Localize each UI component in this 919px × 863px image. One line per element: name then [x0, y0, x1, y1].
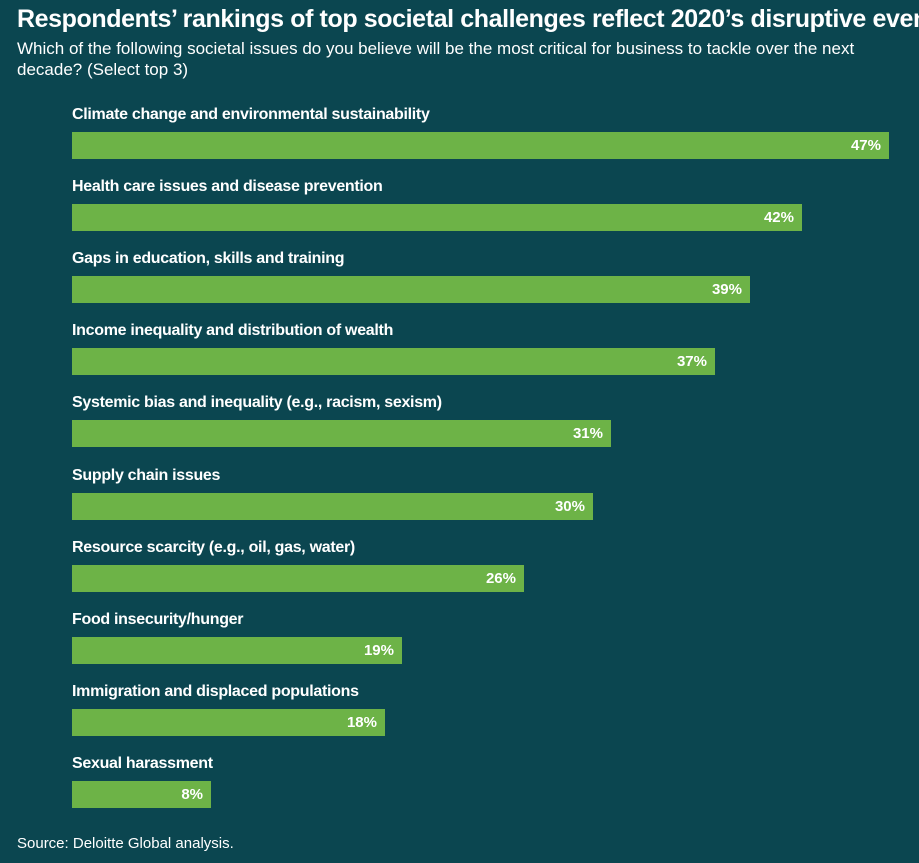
category-label-resource-scarcity-e-g-oil-gas-water: Resource scarcity (e.g., oil, gas, water… — [72, 538, 355, 556]
bar-income-inequality-and-distribution-of-wealth: 37% — [72, 348, 715, 376]
bar-immigration-and-displaced-populations: 18% — [72, 708, 385, 736]
bar-value-label: 39% — [711, 281, 742, 299]
category-label-food-insecurity-hunger: Food insecurity/hunger — [72, 610, 244, 628]
bar-value-label: 18% — [346, 713, 377, 731]
bar-climate-change-and-environmental-sustainability: 47% — [72, 132, 889, 159]
bar-value-label: 42% — [763, 209, 794, 227]
bar-supply-chain-issues: 30% — [72, 492, 593, 520]
bar-gaps-in-education-skills-and-training: 39% — [72, 276, 750, 304]
bar-food-insecurity-hunger: 19% — [72, 636, 402, 664]
bar-value-label: 26% — [485, 569, 516, 587]
category-label-sexual-harassment: Sexual harassment — [72, 754, 213, 772]
bar-systemic-bias-and-inequality-e-g-racism-sexism: 31% — [72, 420, 611, 448]
bar-value-label: 19% — [363, 641, 394, 659]
bar-health-care-issues-and-disease-prevention: 42% — [72, 204, 802, 232]
category-label-climate-change-and-environmental-sustainability: Climate change and environmental sustain… — [72, 106, 430, 123]
category-label-income-inequality-and-distribution-of-wealth: Income inequality and distribution of we… — [72, 322, 394, 340]
bar-sexual-harassment: 8% — [72, 780, 211, 808]
chart-title: Respondents’ rankings of top societal ch… — [17, 5, 919, 33]
category-label-immigration-and-displaced-populations: Immigration and displaced populations — [72, 682, 359, 700]
bar-resource-scarcity-e-g-oil-gas-water: 26% — [72, 564, 524, 592]
category-label-systemic-bias-and-inequality-e-g-racism-sexism: Systemic bias and inequality (e.g., raci… — [72, 394, 442, 412]
bar-value-label: 37% — [676, 353, 707, 371]
bar-value-label: 47% — [850, 137, 881, 154]
bar-value-label: 30% — [554, 497, 585, 515]
category-label-gaps-in-education-skills-and-training: Gaps in education, skills and training — [72, 250, 345, 268]
bar-value-label: 31% — [572, 425, 603, 443]
bar-value-label: 8% — [181, 785, 203, 803]
category-label-health-care-issues-and-disease-prevention: Health care issues and disease preventio… — [72, 178, 383, 196]
source-note: Source: Deloitte Global analysis. — [17, 835, 234, 852]
category-label-supply-chain-issues: Supply chain issues — [72, 466, 221, 484]
chart-subtitle: Which of the following societal issues d… — [17, 39, 855, 79]
